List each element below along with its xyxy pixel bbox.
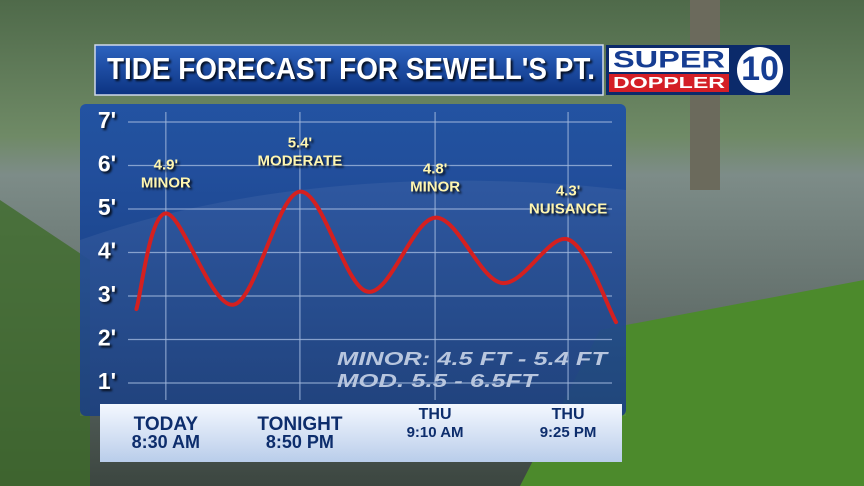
value-label: 4.8' xyxy=(423,161,447,178)
legend-note: MOD. 5.5 - 6.5FT xyxy=(337,371,540,391)
title: TIDE FORECAST FOR SEWELL'S PT. xyxy=(107,51,595,86)
y-tick-label: 3' xyxy=(98,281,116,307)
logo-bottom: DOPPLER xyxy=(613,75,726,92)
logo-top: SUPER xyxy=(613,46,725,73)
x-tick-label: TONIGHT xyxy=(257,414,343,435)
value-label: 4.9' xyxy=(154,156,178,173)
x-label-band xyxy=(100,404,622,462)
x-tick-time: 8:30 AM xyxy=(132,432,200,452)
logo-number: 10 xyxy=(741,50,779,88)
logo-top-box xyxy=(609,48,729,72)
chart-panel xyxy=(80,104,626,416)
x-tick-time: 9:25 PM xyxy=(540,424,597,441)
y-tick-label: 4' xyxy=(98,238,116,264)
x-tick-label: THU xyxy=(552,406,585,423)
logo-circle xyxy=(737,47,783,93)
y-tick-label: 2' xyxy=(98,325,116,351)
grass-left xyxy=(0,200,90,486)
level-label: MINOR xyxy=(141,174,191,191)
level-label: MODERATE xyxy=(258,153,343,170)
panel-sheen xyxy=(80,180,626,416)
y-tick-label: 7' xyxy=(98,107,116,133)
x-tick-label: TODAY xyxy=(134,414,199,435)
level-label: MINOR xyxy=(410,179,460,196)
logo: SUPER DOPPLER 10 xyxy=(606,45,790,95)
x-tick-time: 8:50 PM xyxy=(266,432,334,452)
y-tick-label: 6' xyxy=(98,151,116,177)
legend-note: MINOR: 4.5 FT - 5.4 FT xyxy=(337,349,610,369)
value-label: 5.4' xyxy=(288,135,312,152)
tide-line xyxy=(134,189,619,325)
x-tick-time: 9:10 AM xyxy=(407,424,464,441)
y-tick-label: 5' xyxy=(98,194,116,220)
logo-bottom-box xyxy=(609,74,729,92)
value-label: 4.3' xyxy=(556,182,580,199)
x-tick-label: THU xyxy=(419,406,452,423)
level-label: NUISANCE xyxy=(529,200,607,217)
title-bar xyxy=(94,44,604,96)
y-tick-label: 1' xyxy=(98,368,116,394)
